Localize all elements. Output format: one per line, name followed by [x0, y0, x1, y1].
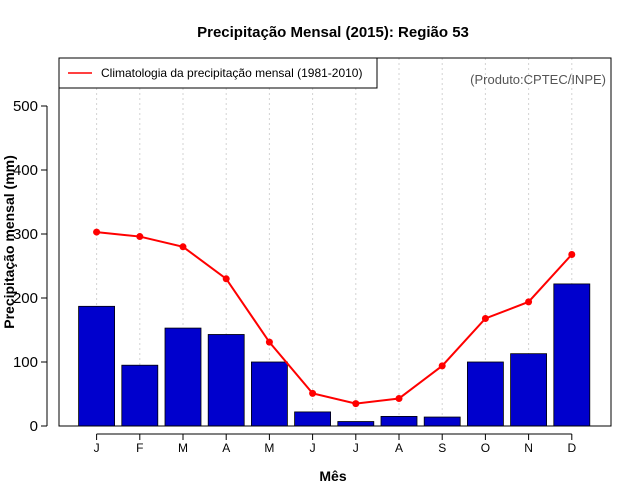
climatology-point [93, 228, 101, 236]
y-tick-label: 400 [13, 162, 38, 179]
climatology-point [395, 394, 403, 402]
x-tick-label: S [438, 441, 446, 455]
climatology-point [352, 400, 360, 408]
chart-title: Precipitação Mensal (2015): Região 53 [197, 24, 469, 41]
bar [553, 283, 591, 427]
bar [466, 361, 504, 427]
bar [294, 411, 332, 427]
bar [380, 415, 418, 427]
x-tick-label: D [567, 441, 576, 455]
bar [207, 334, 245, 427]
climatology-line [96, 231, 573, 405]
x-tick-label: J [353, 441, 359, 455]
legend-box [58, 57, 378, 89]
climatology-line-series [93, 228, 576, 408]
bar [337, 421, 375, 427]
legend-label: Climatologia da precipitação mensal (198… [101, 66, 362, 80]
climatology-point [136, 233, 144, 241]
y-tick-label: 500 [13, 98, 38, 115]
x-tick-label: J [94, 441, 100, 455]
bar-series [78, 283, 591, 427]
bar [121, 364, 159, 427]
legend: Climatologia da precipitação mensal (198… [58, 57, 378, 89]
climatology-point [568, 250, 576, 258]
bar [510, 353, 548, 427]
x-tick-label: A [395, 441, 403, 455]
bar [78, 305, 115, 427]
x-tick-label: N [524, 441, 533, 455]
y-tick-label: 0 [30, 418, 38, 435]
climatology-point [179, 243, 187, 251]
climatology-point [481, 314, 489, 322]
x-tick-label: F [136, 441, 143, 455]
bar [423, 416, 461, 427]
x-tick-label: M [264, 441, 274, 455]
x-tick-label: J [310, 441, 316, 455]
climatology-point [525, 298, 533, 306]
y-tick-label: 300 [13, 226, 38, 243]
x-tick-label: O [481, 441, 490, 455]
x-axis-title: Mês [319, 468, 346, 484]
y-tick-label: 100 [13, 354, 38, 371]
x-tick-label: M [178, 441, 188, 455]
x-tick-label: A [222, 441, 230, 455]
y-axis-title: Precipitação mensal (mm) [1, 155, 17, 329]
climatology-point [309, 389, 317, 397]
y-axis: 0 100 200 300 400 500 [13, 98, 48, 435]
credit-text: (Produto:CPTEC/INPE) [470, 72, 606, 87]
y-tick-label: 200 [13, 290, 38, 307]
climatology-point [438, 362, 446, 370]
climatology-point [265, 338, 273, 346]
bar [250, 361, 288, 427]
climatology-point [222, 275, 230, 283]
bar [164, 327, 202, 427]
